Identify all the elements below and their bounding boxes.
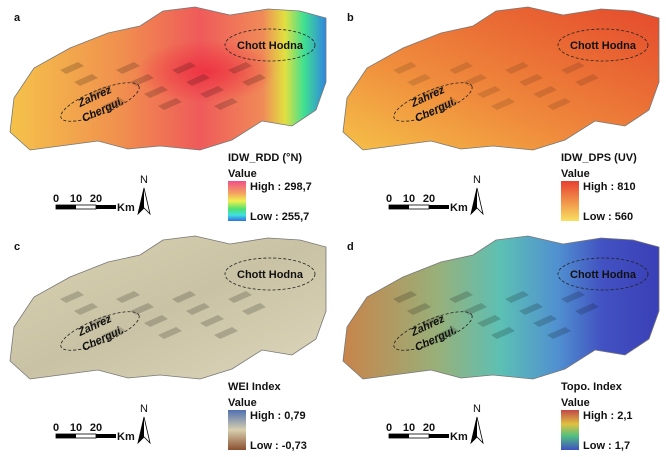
panel-letter: a	[14, 12, 21, 24]
scale-unit: Km	[117, 431, 135, 443]
legend-subtitle: Value	[561, 168, 590, 180]
scale-unit: Km	[450, 202, 468, 214]
legend-title: IDW_DPS (UV)	[561, 152, 637, 164]
scale-bar	[96, 205, 116, 209]
scale-label: 10	[70, 193, 82, 205]
legend-ramp	[561, 181, 579, 221]
legend-high: High : 2,1	[583, 410, 633, 422]
place-label: Chott Hodna	[570, 40, 637, 52]
figure: aChott HodnaZahrezChergui.IDW_RDD (°N)Va…	[0, 0, 666, 457]
panel-letter: c	[14, 241, 20, 253]
scale-label: 0	[53, 422, 59, 434]
scale-bar	[389, 205, 409, 209]
scale-label: 10	[70, 422, 82, 434]
place-label: Chott Hodna	[237, 269, 304, 281]
legend-ramp	[228, 410, 246, 450]
scale-bar	[429, 205, 449, 209]
panel-letter: b	[347, 12, 354, 24]
place-label: Chott Hodna	[570, 269, 637, 281]
scale-label: 20	[423, 422, 435, 434]
scale-bar	[389, 434, 409, 438]
scale-label: 0	[53, 193, 59, 205]
north-label: N	[140, 403, 148, 415]
scale-bar	[96, 434, 116, 438]
scale-label: 0	[386, 422, 392, 434]
panel-letter: d	[347, 241, 354, 253]
legend-subtitle: Value	[561, 397, 590, 409]
legend-low: Low : 255,7	[250, 211, 309, 223]
legend-title: IDW_RDD (°N)	[228, 152, 302, 164]
legend-low: Low : -0,73	[250, 440, 307, 452]
scale-unit: Km	[117, 202, 135, 214]
north-label: N	[140, 174, 148, 186]
scale-bar	[56, 205, 76, 209]
scale-label: 20	[423, 193, 435, 205]
scale-bar	[56, 434, 76, 438]
study-area	[343, 7, 659, 150]
scale-unit: Km	[450, 431, 468, 443]
scale-label: 0	[386, 193, 392, 205]
place-label: Chott Hodna	[237, 40, 304, 52]
study-area	[343, 236, 659, 379]
north-label: N	[473, 174, 481, 186]
legend-high: High : 0,79	[250, 410, 306, 422]
scale-label: 20	[90, 193, 102, 205]
legend-title: WEI Index	[228, 381, 281, 393]
legend-low: Low : 560	[583, 211, 633, 223]
legend-ramp	[561, 410, 579, 450]
legend-ramp	[228, 181, 246, 221]
scale-bar	[429, 434, 449, 438]
legend-title: Topo. Index	[561, 381, 623, 393]
study-area	[10, 236, 326, 379]
legend-subtitle: Value	[228, 397, 257, 409]
north-label: N	[473, 403, 481, 415]
scale-label: 10	[403, 422, 415, 434]
legend-high: High : 298,7	[250, 181, 312, 193]
legend-high: High : 810	[583, 181, 636, 193]
hotspot	[10, 7, 326, 150]
scale-label: 20	[90, 422, 102, 434]
scale-label: 10	[403, 193, 415, 205]
legend-subtitle: Value	[228, 168, 257, 180]
legend-low: Low : 1,7	[583, 440, 630, 452]
